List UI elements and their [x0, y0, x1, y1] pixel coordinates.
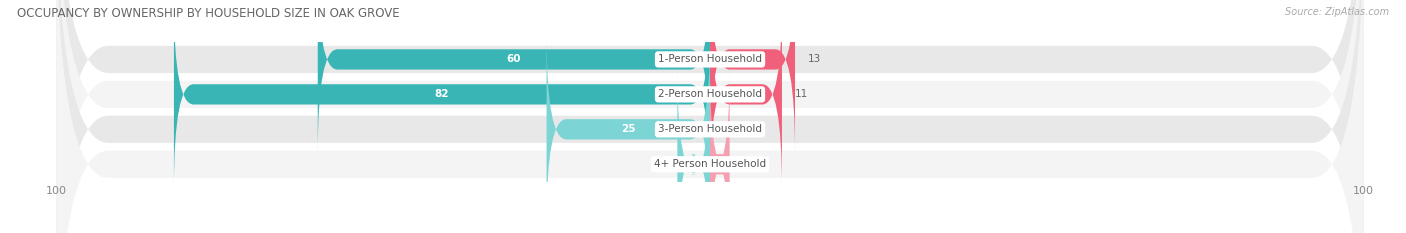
Text: 0: 0	[723, 124, 730, 134]
Text: 3: 3	[742, 159, 749, 169]
FancyBboxPatch shape	[710, 0, 794, 154]
FancyBboxPatch shape	[56, 0, 1364, 233]
Text: Source: ZipAtlas.com: Source: ZipAtlas.com	[1285, 7, 1389, 17]
Text: 5: 5	[661, 159, 668, 169]
Text: 1-Person Household: 1-Person Household	[658, 55, 762, 64]
FancyBboxPatch shape	[56, 0, 1364, 233]
Text: 3-Person Household: 3-Person Household	[658, 124, 762, 134]
Text: OCCUPANCY BY OWNERSHIP BY HOUSEHOLD SIZE IN OAK GROVE: OCCUPANCY BY OWNERSHIP BY HOUSEHOLD SIZE…	[17, 7, 399, 20]
FancyBboxPatch shape	[547, 34, 710, 224]
FancyBboxPatch shape	[56, 0, 1364, 233]
Text: 11: 11	[794, 89, 808, 99]
Text: 25: 25	[621, 124, 636, 134]
FancyBboxPatch shape	[318, 0, 710, 154]
FancyBboxPatch shape	[56, 0, 1364, 233]
Text: 82: 82	[434, 89, 450, 99]
Text: 60: 60	[506, 55, 522, 64]
FancyBboxPatch shape	[710, 69, 730, 233]
Text: 13: 13	[808, 55, 821, 64]
Text: 2-Person Household: 2-Person Household	[658, 89, 762, 99]
FancyBboxPatch shape	[710, 0, 782, 189]
FancyBboxPatch shape	[174, 0, 710, 189]
Text: 4+ Person Household: 4+ Person Household	[654, 159, 766, 169]
FancyBboxPatch shape	[678, 69, 710, 233]
